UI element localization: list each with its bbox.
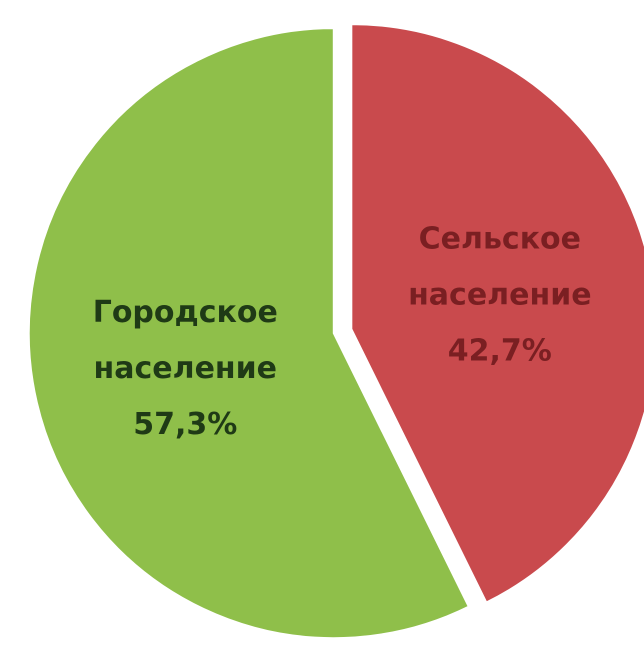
pie-slice-1 [27,27,471,640]
pie-slice-0-label-line-2: 42,7% [448,333,552,368]
pie-slice-1-label-line-0: Городское [93,295,278,330]
pie-slice-1-label-line-2: 57,3% [133,407,237,442]
pie-slice-0 [350,23,644,604]
pie-slice-0-label-line-0: Сельское [419,221,581,256]
pie-slice-0-label-line-1: население [408,277,592,312]
pie-slice-1-label-line-1: население [94,351,278,386]
